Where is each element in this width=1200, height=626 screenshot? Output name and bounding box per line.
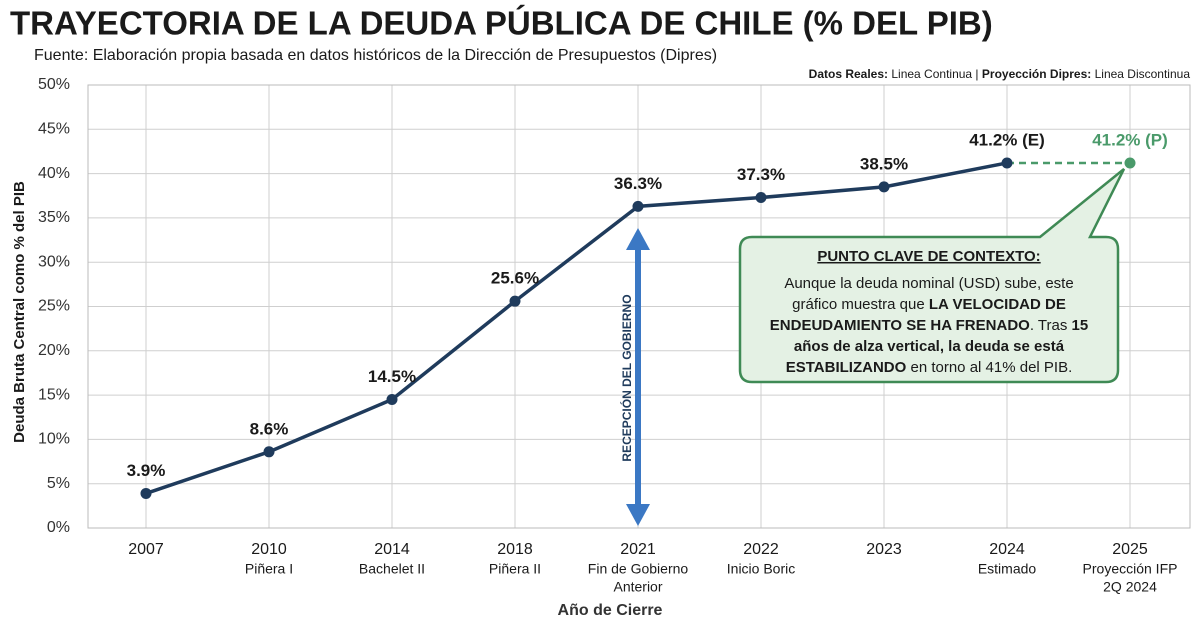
callout-line: ENDEUDAMIENTO SE HA FRENADO. Tras 15 — [770, 317, 1088, 334]
data-label: 37.3% — [737, 165, 785, 184]
legend-note: Datos Reales: Linea Continua | Proyecció… — [809, 67, 1191, 81]
callout-box — [738, 167, 1126, 384]
callout-line: ESTABILIZANDO en torno al 41% del PIB. — [786, 359, 1073, 376]
chart-subtitle: Fuente: Elaboración propia basada en dat… — [34, 47, 717, 64]
data-label: 14.5% — [368, 367, 416, 386]
callout-text: Aunque la deuda nominal (USD) sube, este — [784, 275, 1073, 292]
callout-line: Aunque la deuda nominal (USD) sube, este — [784, 275, 1073, 292]
data-label: 3.9% — [127, 461, 166, 480]
data-point — [140, 487, 152, 499]
x-tick-note: Inicio Boric — [727, 561, 795, 577]
data-label: 41.2% (P) — [1092, 130, 1168, 149]
callout-line: gráfico muestra que LA VELOCIDAD DE — [792, 296, 1066, 313]
y-tick-label: 0% — [47, 519, 70, 536]
callout-line: años de alza vertical, la deuda se está — [794, 338, 1065, 355]
x-tick-label: 2022 — [743, 541, 779, 558]
callout-text: gráfico muestra que — [792, 296, 929, 313]
legend-note-part: Datos Reales: — [809, 67, 888, 81]
data-point — [386, 394, 398, 406]
data-label: 25.6% — [491, 269, 539, 288]
y-tick-label: 50% — [38, 76, 70, 93]
y-axis-title: Deuda Bruta Central como % del PIB — [11, 181, 28, 443]
x-tick-note: Proyección IFP — [1083, 561, 1178, 577]
callout-text: LA VELOCIDAD DE — [929, 296, 1066, 313]
x-tick-note: Piñera II — [489, 561, 541, 577]
x-tick-label: 2007 — [128, 541, 164, 558]
y-tick-label: 5% — [47, 475, 70, 492]
y-tick-label: 40% — [38, 165, 70, 182]
y-tick-label: 35% — [38, 209, 70, 226]
y-tick-label: 10% — [38, 431, 70, 448]
y-tick-label: 15% — [38, 386, 70, 403]
callout-text: 15 — [1072, 317, 1089, 334]
x-tick-note: Estimado — [978, 561, 1037, 577]
data-label: 38.5% — [860, 154, 908, 173]
callout-title: PUNTO CLAVE DE CONTEXTO: — [817, 248, 1040, 265]
x-tick-label: 2023 — [866, 541, 902, 558]
data-point — [878, 181, 890, 193]
x-tick-label: 2014 — [374, 541, 410, 558]
y-tick-label: 20% — [38, 342, 70, 359]
data-point — [632, 200, 644, 212]
x-tick-label: 2010 — [251, 541, 287, 558]
callout-text: ESTABILIZANDO — [786, 359, 907, 376]
data-point — [755, 192, 767, 204]
callout-text: en torno al 41% del PIB. — [906, 359, 1072, 376]
legend-note-part: Linea Continua | — [888, 67, 982, 81]
y-tick-label: 25% — [38, 298, 70, 315]
data-label: 8.6% — [250, 419, 289, 438]
x-tick-note: Piñera I — [245, 561, 293, 577]
data-label: 41.2% (E) — [969, 130, 1045, 149]
data-point — [1124, 157, 1136, 169]
x-tick-note: Bachelet II — [359, 561, 425, 577]
data-point — [263, 446, 275, 458]
callout-text: . Tras — [1030, 317, 1072, 334]
annotation-text: RECEPCIÓN DEL GOBIERNO — [619, 294, 634, 461]
y-tick-label: 30% — [38, 253, 70, 270]
data-label: 36.3% — [614, 174, 662, 193]
x-tick-label: 2021 — [620, 541, 656, 558]
callout-text: años de alza vertical, la deuda se está — [794, 338, 1065, 355]
callout-text: ENDEUDAMIENTO SE HA FRENADO — [770, 317, 1030, 334]
x-tick-label: 2024 — [989, 541, 1025, 558]
x-axis-title: Año de Cierre — [558, 602, 663, 619]
annotation-arrowhead — [626, 228, 650, 250]
legend-note-part: Linea Discontinua — [1091, 67, 1190, 81]
x-tick-label: 2025 — [1112, 541, 1148, 558]
x-tick-note: Anterior — [613, 579, 662, 595]
data-point — [509, 295, 521, 307]
x-tick-note: Fin de Gobierno — [588, 561, 689, 577]
series-line — [145, 161, 1008, 496]
y-tick-label: 45% — [38, 121, 70, 138]
plot-frame — [87, 84, 1191, 529]
chart-title: TRAYECTORIA DE LA DEUDA PÚBLICA DE CHILE… — [10, 5, 993, 42]
x-tick-label: 2018 — [497, 541, 533, 558]
annotation-arrowhead — [626, 504, 650, 526]
x-tick-note: 2Q 2024 — [1103, 579, 1157, 595]
data-point — [1001, 157, 1013, 169]
legend-note-part: Proyección Dipres: — [982, 67, 1091, 81]
